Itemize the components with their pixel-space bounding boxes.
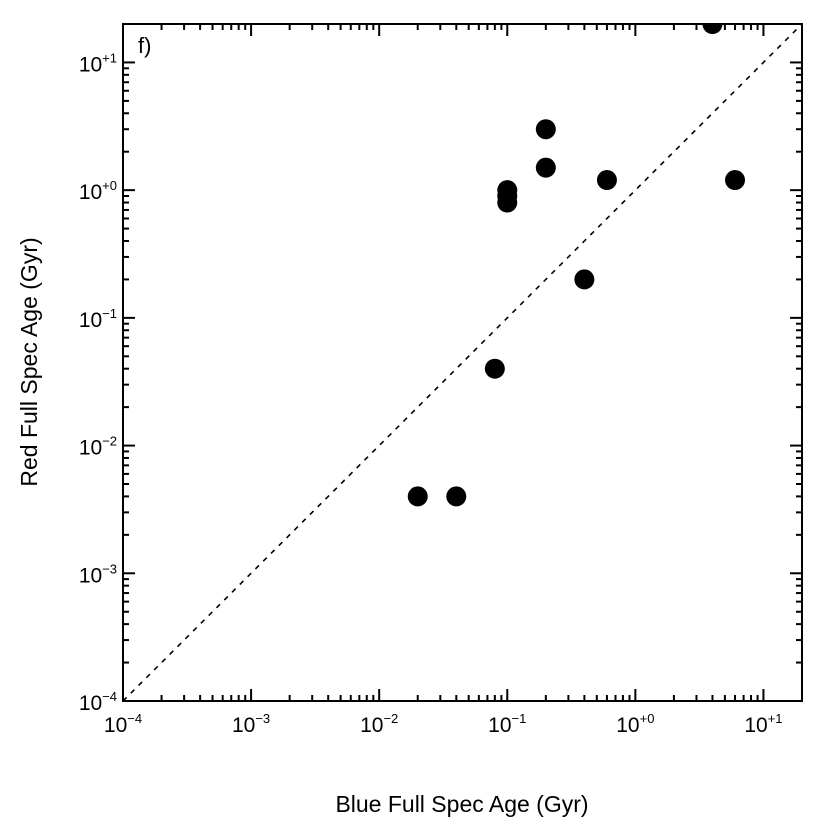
data-point: [574, 269, 595, 290]
x-axis-title: Blue Full Spec Age (Gyr): [335, 791, 588, 817]
panel-label: f): [138, 33, 151, 58]
data-point: [702, 24, 723, 34]
x-tick-label: 10+1: [744, 711, 782, 737]
y-tick-label: 10+0: [79, 178, 117, 204]
data-point: [446, 486, 467, 507]
x-tick-label: 10−2: [360, 711, 398, 737]
x-tick-label: 10−3: [232, 711, 270, 737]
x-tick-label: 10−1: [488, 711, 526, 737]
y-tick-label: 10−3: [79, 561, 117, 587]
y-tick-label: 10−4: [79, 689, 117, 715]
data-point: [596, 170, 617, 191]
data-point: [497, 180, 518, 201]
y-tick-label: 10+1: [79, 50, 117, 76]
y-tick-label: 10−1: [79, 306, 117, 332]
reference-line-group: [123, 24, 802, 701]
data-point: [484, 358, 505, 379]
x-tick-label: 10+0: [616, 711, 654, 737]
data-point: [407, 486, 428, 507]
data-point: [535, 119, 556, 140]
plot-frame: [122, 23, 803, 702]
data-points: [407, 24, 746, 507]
data-point: [535, 157, 556, 178]
tick-labels: 10−4 10−3 10−2 10−1 10+0 10+1 10−4 10−3 10−2 10−1…: [79, 50, 783, 737]
one-to-one-line: [123, 24, 802, 701]
data-point: [725, 170, 746, 191]
x-tick-label: 10−4: [104, 711, 142, 737]
y-tick-label: 10−2: [79, 434, 117, 460]
y-axis-title: Red Full Spec Age (Gyr): [16, 237, 42, 486]
